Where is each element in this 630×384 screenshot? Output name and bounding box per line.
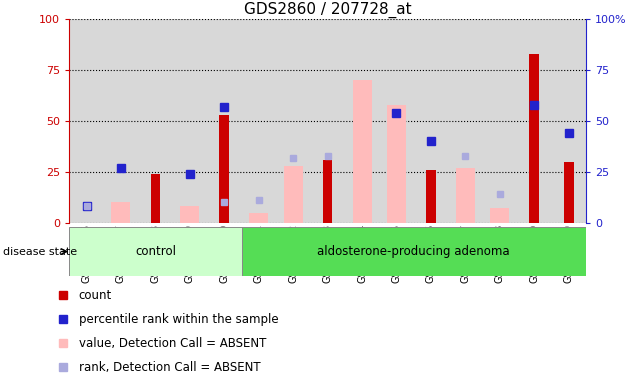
Text: count: count <box>79 289 112 302</box>
Bar <box>69 227 241 276</box>
Bar <box>387 105 406 223</box>
Bar <box>529 54 539 223</box>
Bar <box>241 227 586 276</box>
Title: GDS2860 / 207728_at: GDS2860 / 207728_at <box>244 2 411 18</box>
Bar <box>426 170 436 223</box>
Bar <box>284 166 302 223</box>
Text: rank, Detection Call = ABSENT: rank, Detection Call = ABSENT <box>79 361 260 374</box>
Text: disease state: disease state <box>3 247 77 257</box>
Bar <box>151 174 160 223</box>
Bar <box>456 168 475 223</box>
Bar <box>219 115 229 223</box>
Text: control: control <box>135 245 176 258</box>
Bar <box>249 213 268 223</box>
Bar <box>564 162 573 223</box>
Bar <box>112 202 130 223</box>
Text: percentile rank within the sample: percentile rank within the sample <box>79 313 278 326</box>
Text: aldosterone-producing adenoma: aldosterone-producing adenoma <box>318 245 510 258</box>
Bar <box>353 80 372 223</box>
Bar <box>323 160 333 223</box>
Text: value, Detection Call = ABSENT: value, Detection Call = ABSENT <box>79 337 266 350</box>
Bar <box>180 207 199 223</box>
Bar <box>490 209 509 223</box>
